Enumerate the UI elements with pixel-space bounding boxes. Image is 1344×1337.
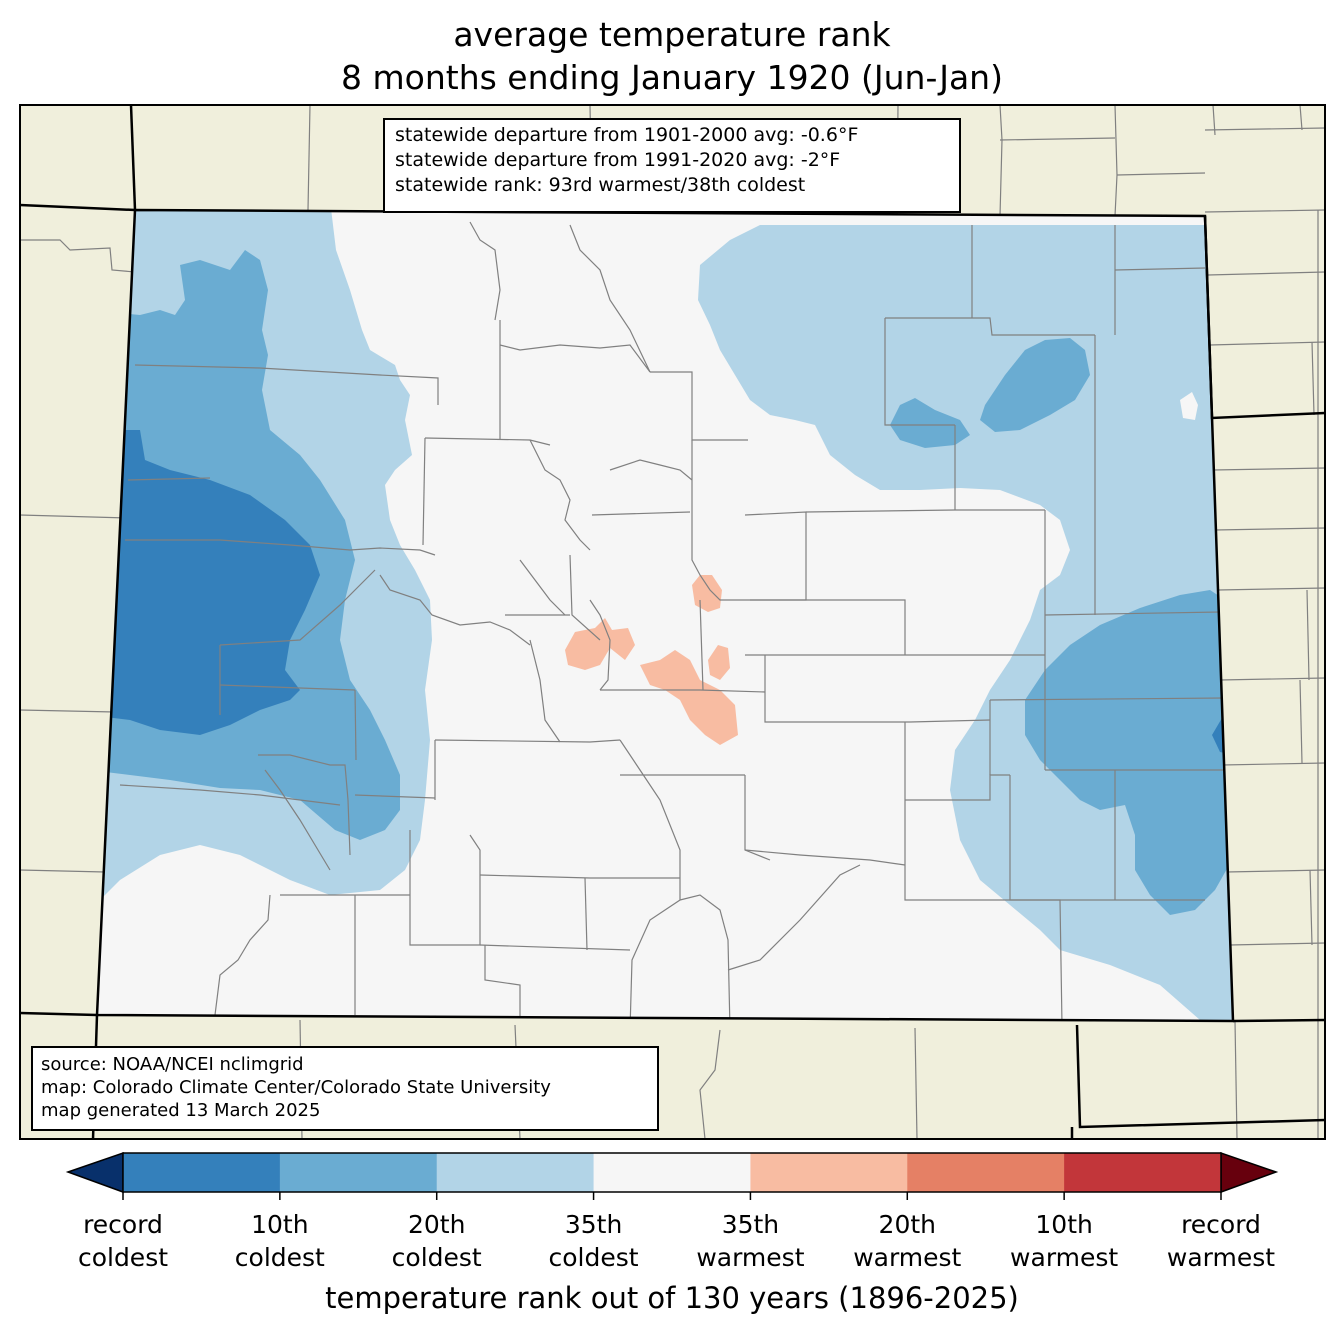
map-subtitle: 8 months ending January 1920 (Jun-Jan) bbox=[341, 58, 1003, 97]
colorbar-tick-label: 20th coldest bbox=[391, 1210, 482, 1272]
colorado-county-lines bbox=[119, 221, 1226, 1021]
source-generated-date: map generated 13 March 2025 bbox=[41, 1100, 321, 1121]
colorbar-outline bbox=[122, 1152, 1222, 1193]
colorbar-extend-coldest bbox=[65, 1151, 124, 1194]
rank-region-medium-blue-ne bbox=[980, 338, 1090, 432]
rank-region-light-blue-east bbox=[698, 225, 1233, 1021]
rank-region-medium-blue-se bbox=[1025, 590, 1232, 915]
source-data: source: NOAA/NCEI nclimgrid bbox=[41, 1054, 304, 1075]
source-map-credit: map: Colorado Climate Center/Colorado St… bbox=[41, 1077, 551, 1098]
colorbar-tick-label: 35th warmest bbox=[696, 1210, 805, 1272]
rank-region-salmon-cluster-4 bbox=[708, 645, 730, 680]
colorbar-tick-label: 10th warmest bbox=[1010, 1210, 1119, 1272]
colorbar-label: temperature rank out of 130 years (1896-… bbox=[325, 1281, 1019, 1315]
colorbar bbox=[65, 1151, 1279, 1200]
colorbar-tick-label: 35th coldest bbox=[548, 1210, 639, 1272]
colorbar-tick-label: 10th coldest bbox=[234, 1210, 325, 1272]
colorbar-tick-label: record coldest bbox=[77, 1210, 169, 1272]
statewide-stats-box: statewide departure from 1901-2000 avg: … bbox=[383, 118, 961, 213]
neighbor-state-borders bbox=[20, 105, 1325, 1139]
colorado-rank-field bbox=[97, 210, 1233, 1021]
colorbar-bin bbox=[1064, 1153, 1222, 1192]
colorbar-bin bbox=[123, 1153, 281, 1192]
rank-region-white-patch bbox=[1180, 392, 1198, 420]
stat-statewide-rank: statewide rank: 93rd warmest/38th coldes… bbox=[395, 174, 806, 196]
colorbar-bin bbox=[436, 1153, 595, 1192]
rank-region-dark-blue-west bbox=[97, 430, 320, 735]
stat-departure-1991-2020: statewide departure from 1991-2020 avg: … bbox=[395, 149, 841, 171]
stat-departure-1901-2000: statewide departure from 1901-2000 avg: … bbox=[395, 124, 859, 146]
rank-region-salmon-cluster-2 bbox=[640, 650, 738, 745]
colorbar-bin bbox=[279, 1153, 438, 1192]
map-frame bbox=[19, 104, 1326, 1140]
colorbar-extend-warmest bbox=[1220, 1151, 1279, 1194]
rank-region-medium-blue-nc bbox=[890, 398, 970, 448]
colorbar-bin bbox=[907, 1153, 1065, 1192]
colorbar-bin bbox=[593, 1153, 751, 1192]
colorbar-tick-label: 20th warmest bbox=[853, 1210, 962, 1272]
colorbar-bin bbox=[750, 1153, 908, 1192]
source-box: source: NOAA/NCEI nclimgrid map: Colorad… bbox=[31, 1046, 659, 1131]
rank-region-salmon-cluster bbox=[565, 618, 635, 670]
map-title: average temperature rank bbox=[453, 15, 891, 54]
colorbar-tick-label: record warmest bbox=[1166, 1210, 1276, 1272]
